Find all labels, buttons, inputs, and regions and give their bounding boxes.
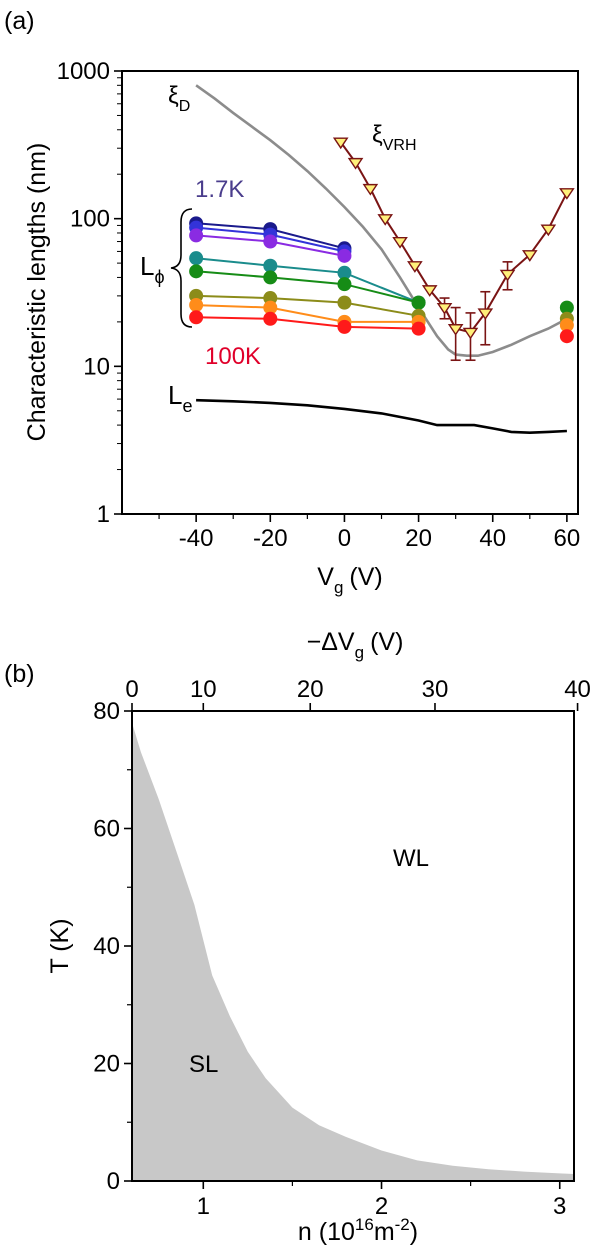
l-phi-series-line xyxy=(195,257,419,304)
l-phi-point xyxy=(337,265,352,280)
l-phi-point xyxy=(263,258,278,273)
panel-a-axes: -40 -20 0 20 40 60 1 10 100 1000 xyxy=(57,58,581,552)
panel-a-frame xyxy=(121,70,579,515)
x-tick-label: 0 xyxy=(338,525,351,552)
l-phi-point xyxy=(263,300,278,315)
panel-a-label: (a) xyxy=(4,7,35,35)
xi-d-curve xyxy=(195,84,568,357)
y-tick-label: 80 xyxy=(93,698,120,725)
panel-a-plot-area xyxy=(189,84,575,435)
l-e-curve xyxy=(196,398,567,435)
xi-vrh-point xyxy=(477,308,494,321)
panel-b-plot-area xyxy=(132,722,574,1181)
l-phi-series-line xyxy=(196,304,419,323)
y-tick-label: 40 xyxy=(93,933,120,960)
y-tick-label: 100 xyxy=(70,206,110,233)
xi-vrh-point xyxy=(407,261,423,273)
xi-vrh-point xyxy=(436,302,453,315)
l-phi-point xyxy=(337,277,352,292)
y-tick-label: 0 xyxy=(107,1168,120,1195)
l-phi-point xyxy=(337,295,352,310)
xi-vrh-point xyxy=(332,137,349,150)
l-phi-point xyxy=(411,321,426,336)
l-phi-point xyxy=(263,270,278,285)
y-tick-label: 10 xyxy=(83,353,110,380)
sl-region-label: SL xyxy=(189,1051,218,1078)
l-phi-label: Lϕ xyxy=(140,251,165,287)
l-phi-point xyxy=(189,264,204,279)
xi-vrh-point xyxy=(462,327,479,340)
low-temperature-label: 1.7K xyxy=(195,176,244,203)
xi-vrh-point xyxy=(362,183,379,196)
sl-region-fill xyxy=(132,722,574,1181)
x-tick-label: 20 xyxy=(405,525,432,552)
x-tick-label: 3 xyxy=(553,1193,566,1220)
x-tick-label: -40 xyxy=(179,525,214,552)
y-tick-label: 60 xyxy=(93,816,120,843)
xi-vrh-point xyxy=(347,157,364,170)
high-temperature-label: 100K xyxy=(205,343,261,370)
top-tick-label: 0 xyxy=(125,676,138,703)
xi-vrh-point xyxy=(559,188,575,200)
xi-vrh-point xyxy=(499,269,516,282)
panel-b-y-axis-title: T (K) xyxy=(46,918,74,973)
l-phi-series-line xyxy=(196,270,419,304)
x-tick-label: 60 xyxy=(554,525,581,552)
l-phi-point xyxy=(189,298,204,313)
xi-vrh-point xyxy=(521,250,538,262)
top-tick-label: 10 xyxy=(190,676,217,703)
top-tick-label: 40 xyxy=(564,676,591,703)
x-tick-label: 40 xyxy=(479,525,506,552)
wl-region-label: WL xyxy=(393,845,429,872)
l-phi-point xyxy=(559,318,574,333)
l-phi-series-line xyxy=(196,294,419,317)
l-phi-point xyxy=(337,319,352,334)
top-tick-label: 20 xyxy=(297,676,324,703)
l-phi-series-line xyxy=(196,316,419,330)
x-tick-label: 1 xyxy=(197,1193,210,1220)
l-phi-point xyxy=(189,228,204,243)
l-phi-point xyxy=(263,311,278,326)
xi-d-label: ξD xyxy=(168,82,190,115)
l-phi-point xyxy=(559,300,574,315)
y-tick-label: 20 xyxy=(93,1051,120,1078)
l-phi-brace xyxy=(170,208,193,328)
top-tick-label: 30 xyxy=(422,676,449,703)
panel-b-frame xyxy=(131,710,575,1182)
l-phi-point xyxy=(189,310,204,325)
panel-b-x-axis-title: n (1016m-2) xyxy=(298,1215,418,1246)
l-phi-point xyxy=(411,295,426,310)
x-tick-label: -20 xyxy=(253,525,288,552)
panel-a-y-axis-title: Characteristic lengths (nm) xyxy=(23,143,51,442)
xi-vrh-label: ξVRH xyxy=(372,121,417,154)
l-e-label: Le xyxy=(168,380,192,416)
xi-vrh-point xyxy=(377,214,394,226)
panel-b-label: (b) xyxy=(4,660,35,688)
panel-a-x-axis-title: Vg (V) xyxy=(317,563,382,597)
l-phi-point xyxy=(263,234,278,249)
panel-b-top-axis-title: −ΔVg (V) xyxy=(307,628,404,662)
y-tick-label: 1 xyxy=(97,501,110,528)
l-phi-point xyxy=(189,251,204,266)
xi-vrh-point xyxy=(392,236,408,249)
panel-a-chart: -40 -20 0 20 40 60 1 10 100 1000 ξD ξVRH 1.7K 100… xyxy=(23,58,580,597)
xi-vrh-point xyxy=(540,224,557,237)
l-phi-point xyxy=(559,329,574,344)
y-tick-label: 1000 xyxy=(57,58,110,85)
xi-vrh-point xyxy=(447,324,464,336)
x-tick-label: 2 xyxy=(375,1193,388,1220)
l-phi-point xyxy=(337,248,352,263)
xi-vrh-point xyxy=(421,285,438,297)
xi-vrh-line xyxy=(339,141,568,334)
